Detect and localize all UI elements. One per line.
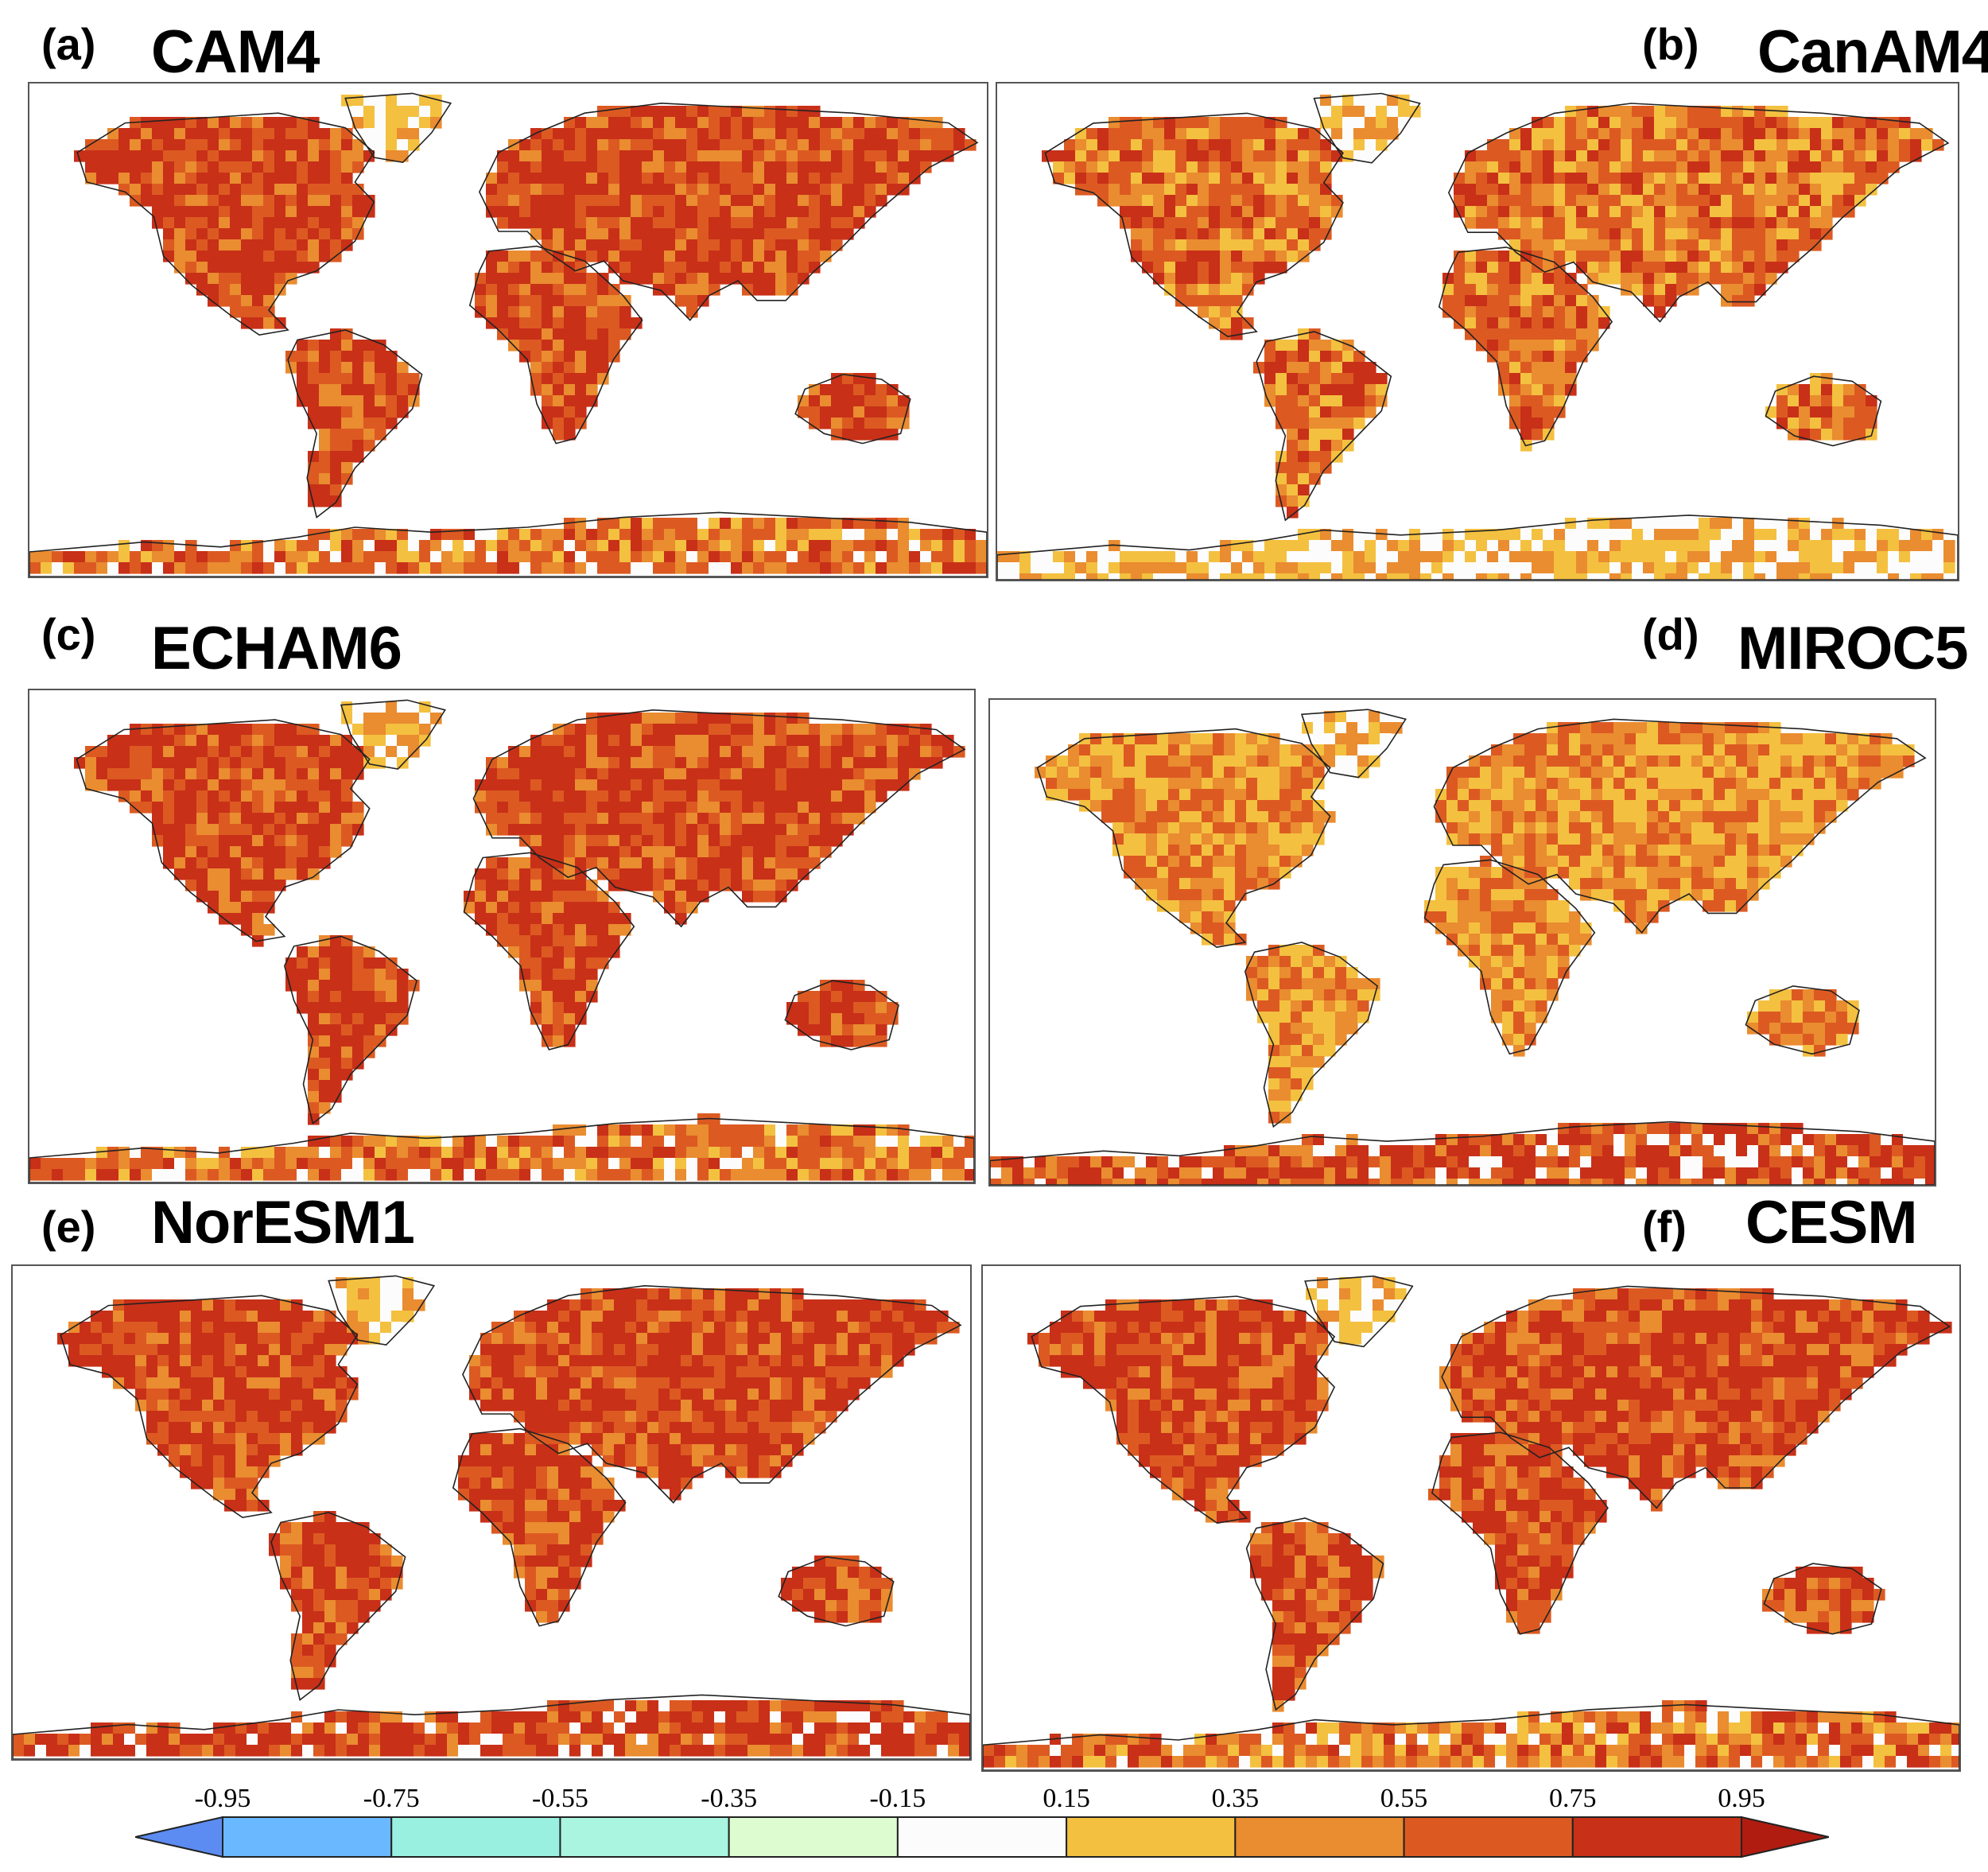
coastline-south_america [1245,1517,1384,1711]
land-field [997,95,1955,580]
colorbar-segment [390,1816,561,1858]
map-panel-d [988,698,1936,1187]
coastline-africa [1423,859,1596,1055]
coastline-eurasia [462,1284,962,1504]
colorbar-segment [1571,1816,1743,1858]
coastline-antarctica [997,515,1958,580]
panel-a-title: CAM4 [151,18,320,86]
colorbar-segment [896,1816,1068,1858]
colorbar-tick-label: 0.35 [1212,1784,1260,1813]
coastline-australia [1765,375,1882,447]
coastline-africa [452,1427,627,1627]
coastline-greenland [340,699,446,770]
coastline-africa [1438,247,1613,447]
coastline-north_america [76,719,371,942]
coastline-greenland [344,92,452,164]
coastline-greenland [1300,709,1407,779]
coastline-greenland [328,1275,436,1346]
colorbar-segment [222,1816,393,1858]
coastline-antarctica [990,1120,1935,1185]
colorbar-tick-label: 0.75 [1549,1784,1597,1813]
map-svg [29,92,987,577]
coastline-australia [794,373,911,445]
colorbar-segment [1066,1816,1237,1858]
coastline-south_america [287,329,423,518]
map-panel-b [996,82,1959,581]
panel-c-letter: (c) [41,609,96,659]
coastline-north_america [1044,112,1344,338]
panel-e-title: NorESM1 [151,1189,415,1256]
coastline-south_america [1256,331,1392,522]
coastline-eurasia [1441,1285,1951,1509]
map-svg [990,709,1935,1185]
colorbar-segment [559,1816,730,1858]
colorbar-tick-label: 0.15 [1043,1784,1090,1813]
coastline-north_america [60,1295,359,1519]
panel-c-title: ECHAM6 [151,615,402,682]
land-field [29,95,987,574]
coastline-eurasia [1433,718,1927,934]
map-svg [983,1275,1959,1770]
coastline-eurasia [479,102,979,321]
coastline-antarctica [29,1117,974,1183]
colorbar-right-arrow [1741,1816,1829,1858]
panel-f-title: CESM [1745,1189,1918,1256]
panel-e-letter: (e) [41,1202,96,1252]
coastline-africa [463,852,635,1051]
coastline-north_america [76,112,375,336]
panel-f-letter: (f) [1642,1202,1687,1252]
map-svg [997,92,1958,580]
colorbar-tick-label: -0.75 [363,1784,420,1813]
map-svg [13,1275,970,1759]
land-field [29,701,974,1181]
colorbar-tick-label: 0.95 [1718,1784,1765,1813]
coastline-antarctica [29,511,987,577]
coastline-greenland [1313,92,1421,164]
coastline-australia [1763,1563,1882,1635]
panel-b-title: CanAM4 [1757,18,1988,86]
map-panel-e [11,1264,972,1761]
coastline-north_america [1031,1295,1336,1524]
coastline-greenland [1304,1275,1414,1348]
colorbar-tick-label: -0.15 [869,1784,926,1813]
colorbar-segment [1234,1816,1405,1858]
coastline-australia [1745,985,1860,1055]
map-svg [29,699,974,1183]
panel-a-letter: (a) [41,19,96,69]
colorbar-tick-label: 0.55 [1380,1784,1428,1813]
coastline-antarctica [13,1694,970,1759]
colorbar-left-arrow [135,1816,223,1858]
colorbar-segment [728,1816,899,1858]
colorbar-tick-label: -0.55 [532,1784,588,1813]
map-panel-c [28,689,976,1184]
coastline-south_america [283,935,418,1125]
coastline-australia [778,1555,895,1627]
coastline-north_america [1036,728,1331,948]
colorbar-segment [1403,1816,1574,1858]
coastline-south_america [1244,942,1379,1128]
coastline-africa [1431,1431,1609,1635]
map-panel-a [28,82,988,578]
land-field [990,711,1935,1185]
colorbar-tick-label: -0.95 [195,1784,251,1813]
panel-d-title: MIROC5 [1738,615,1969,682]
coastline-eurasia [472,709,966,928]
coastline-australia [784,980,899,1051]
map-panel-f [981,1264,1961,1772]
coastline-south_america [270,1512,406,1701]
coastline-eurasia [1447,103,1950,323]
colorbar: -0.95 -0.75 -0.55 -0.35 -0.15 0.15 0.35 0.55 0.7… [135,1784,1829,1858]
land-field [13,1277,970,1757]
colorbar-tick-label: -0.35 [701,1784,757,1813]
panel-d-letter: (d) [1642,609,1699,659]
coastline-antarctica [983,1703,1959,1770]
panel-b-letter: (b) [1642,19,1699,69]
coastline-africa [468,245,643,445]
land-field [983,1277,1959,1768]
